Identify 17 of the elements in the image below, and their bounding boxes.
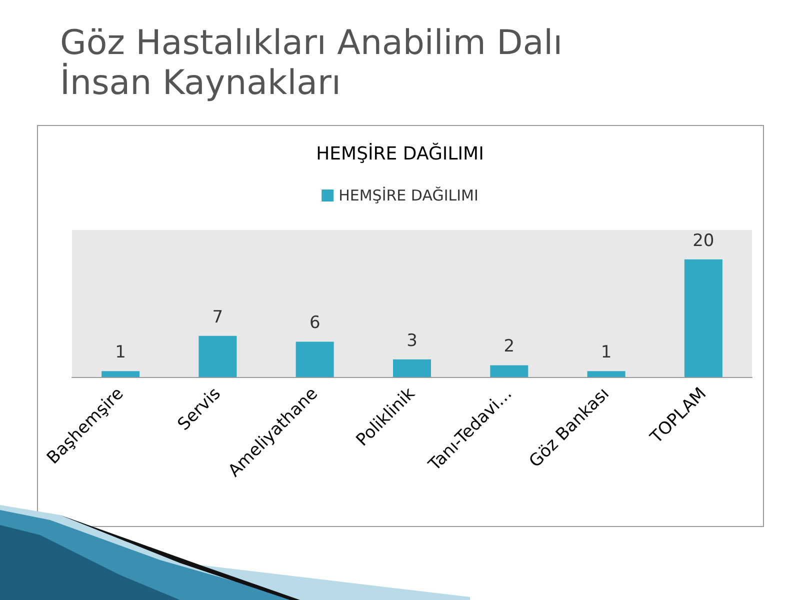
bar xyxy=(393,359,431,377)
bar xyxy=(490,365,528,377)
data-label: 7 xyxy=(212,307,224,328)
legend-label: HEMŞİRE DAĞILIMI xyxy=(338,186,478,204)
data-label: 3 xyxy=(406,330,418,351)
data-label: 2 xyxy=(504,336,515,357)
chart-title: Göz Hastalıkları Anabilim Dalı İnsan Kaynakları xyxy=(60,23,563,103)
data-label: 1 xyxy=(600,342,612,363)
bar xyxy=(198,336,237,377)
data-label: 20 xyxy=(692,230,714,251)
chart-subtitle: HEMŞİRE DAĞILIMI xyxy=(316,142,484,164)
bar xyxy=(296,342,334,377)
data-label: 6 xyxy=(309,313,320,334)
bar xyxy=(684,259,722,377)
bar xyxy=(587,371,626,377)
data-label: 1 xyxy=(115,342,126,363)
bar xyxy=(102,371,140,377)
